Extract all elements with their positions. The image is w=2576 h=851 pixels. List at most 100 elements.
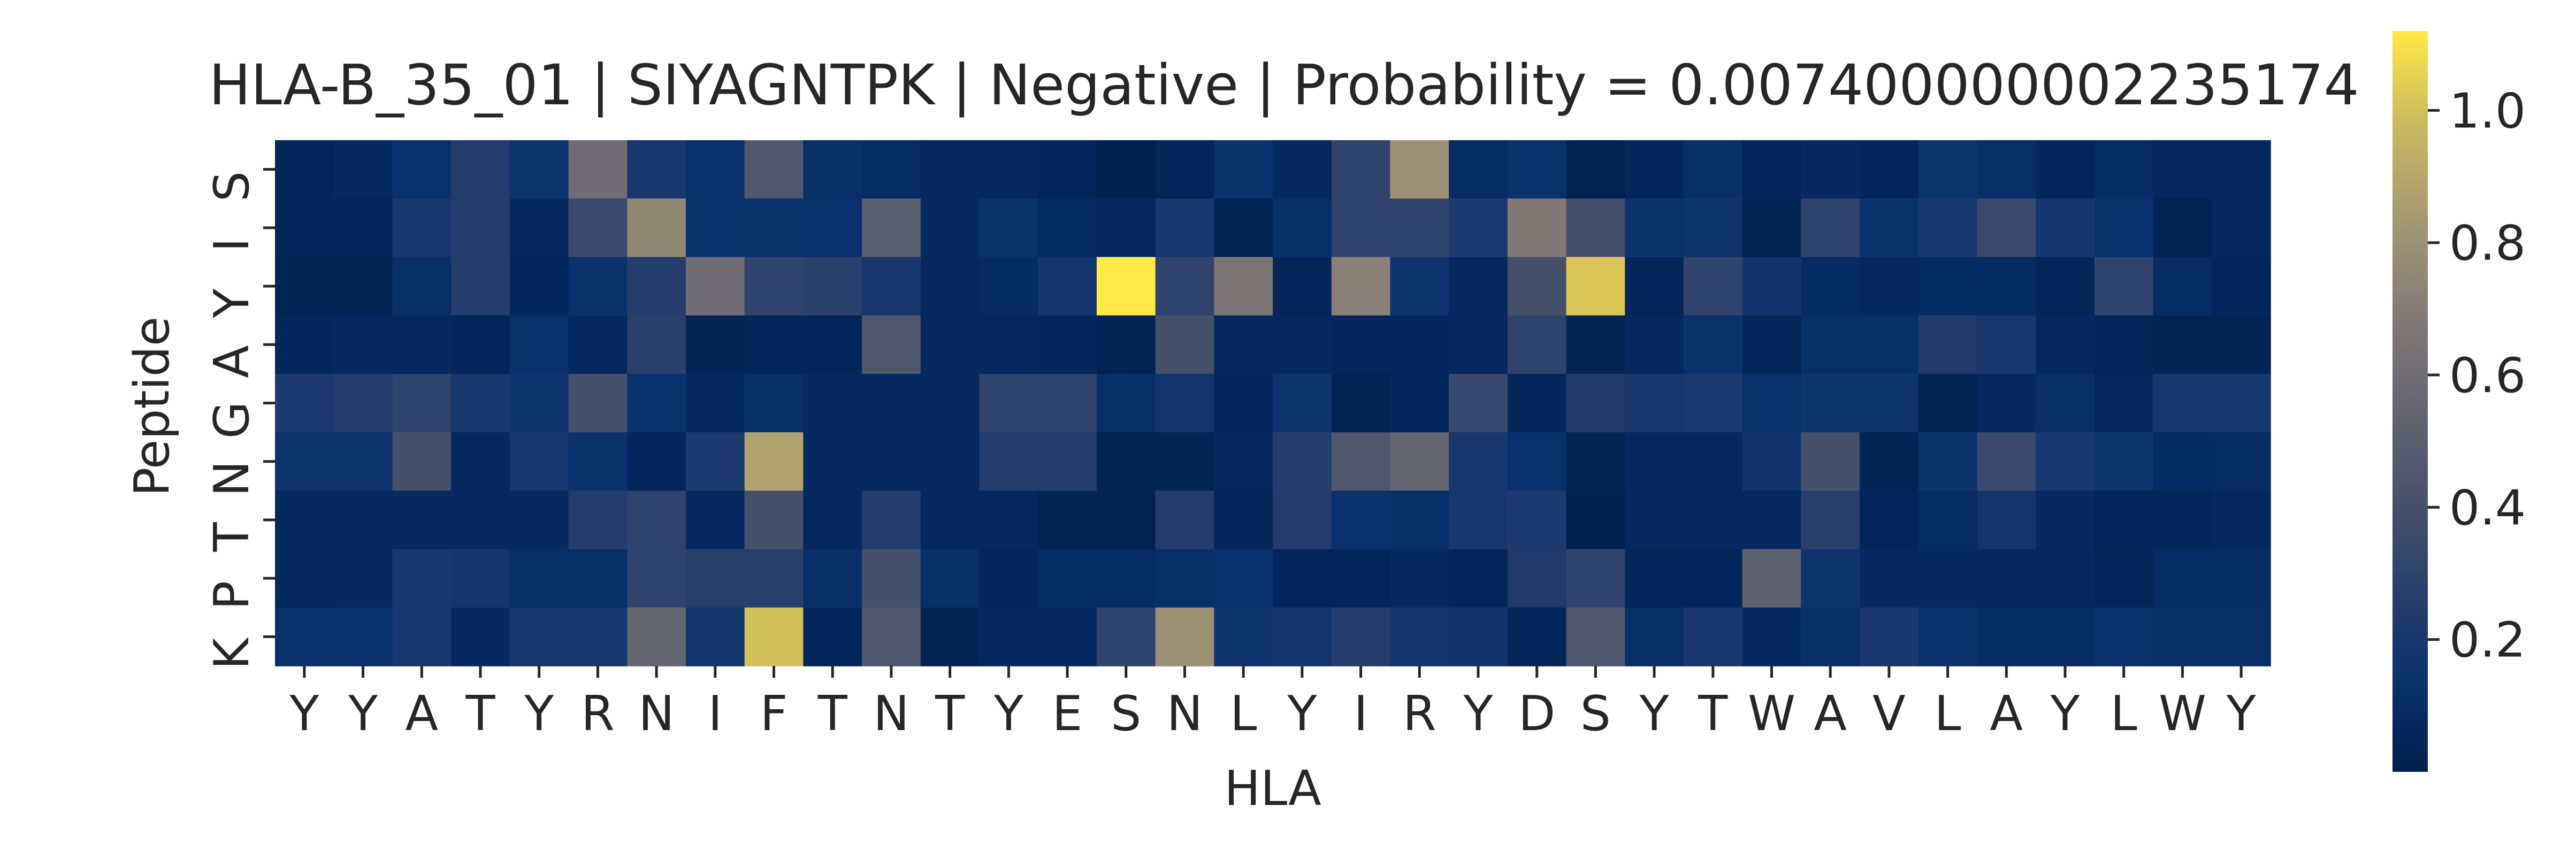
heatmap-cell-r3-c25 — [1742, 315, 1802, 374]
heatmap-cell-r6-c29 — [1977, 490, 2036, 550]
heatmap-cell-r4-c5 — [568, 373, 628, 433]
y-tick-label: Y — [204, 288, 260, 319]
heatmap-cell-r1-c12 — [979, 198, 1038, 258]
heatmap-cell-r0-c28 — [1918, 140, 1978, 200]
heatmap-cell-r7-c23 — [1625, 549, 1684, 608]
heatmap-cell-r1-c24 — [1683, 198, 1743, 258]
heatmap-cell-r3-c11 — [920, 315, 980, 374]
heatmap-cell-r4-c11 — [920, 373, 980, 433]
heatmap-cell-r1-c26 — [1801, 198, 1860, 258]
heatmap-cell-r8-c10 — [862, 607, 921, 666]
heatmap-cell-r0-c14 — [1096, 140, 1156, 200]
heatmap-cell-r0-c6 — [627, 140, 686, 200]
heatmap-cell-r1-c13 — [1038, 198, 1097, 258]
heatmap-cell-r4-c18 — [1331, 373, 1391, 433]
heatmap-cell-r4-c0 — [275, 373, 334, 433]
heatmap-cell-r0-c5 — [568, 140, 628, 200]
heatmap-cell-r0-c15 — [1155, 140, 1215, 200]
heatmap-cell-r5-c31 — [2094, 432, 2154, 492]
heatmap-cell-r6-c5 — [568, 490, 628, 550]
heatmap-cell-r2-c3 — [451, 257, 510, 316]
heatmap-cell-r0-c3 — [451, 140, 510, 200]
heatmap-cell-r4-c31 — [2094, 373, 2154, 433]
x-tick-label: L — [2111, 686, 2137, 742]
heatmap-cell-r1-c30 — [2036, 198, 2095, 258]
heatmap-cell-r8-c29 — [1977, 607, 2036, 666]
heatmap-cell-r0-c18 — [1331, 140, 1391, 200]
heatmap-cell-r3-c18 — [1331, 315, 1391, 374]
heatmap-cell-r4-c13 — [1038, 373, 1097, 433]
x-tick-label: S — [1111, 686, 1141, 742]
y-tick-label: P — [204, 581, 260, 610]
heatmap-cell-r7-c15 — [1155, 549, 1215, 608]
heatmap-cell-r8-c21 — [1507, 607, 1567, 666]
x-axis-label: HLA — [1224, 761, 1321, 817]
heatmap-cell-r3-c27 — [1860, 315, 1919, 374]
heatmap-cell-r6-c20 — [1449, 490, 1508, 550]
heatmap-cell-r5-c27 — [1860, 432, 1919, 492]
heatmap-cell-r6-c21 — [1507, 490, 1567, 550]
heatmap-cell-r3-c10 — [862, 315, 921, 374]
x-tick-label: N — [1167, 686, 1203, 742]
heatmap-cell-r6-c30 — [2036, 490, 2095, 550]
heatmap-cell-r2-c23 — [1625, 257, 1684, 316]
heatmap-cell-r4-c28 — [1918, 373, 1978, 433]
heatmap-cell-r7-c5 — [568, 549, 628, 608]
heatmap-cell-r2-c2 — [392, 257, 452, 316]
heatmap-cell-r1-c10 — [862, 198, 921, 258]
x-tick-label: Y — [1639, 686, 1670, 742]
heatmap-cell-r7-c1 — [333, 549, 393, 608]
heatmap-cell-r8-c13 — [1038, 607, 1097, 666]
heatmap-cell-r5-c12 — [979, 432, 1038, 492]
heatmap-cell-r6-c33 — [2212, 490, 2271, 550]
heatmap-cell-r6-c18 — [1331, 490, 1391, 550]
heatmap-cell-r0-c0 — [275, 140, 334, 200]
heatmap-cell-r2-c5 — [568, 257, 628, 316]
heatmap-cell-r2-c29 — [1977, 257, 2036, 316]
heatmap-cell-r0-c31 — [2094, 140, 2154, 200]
heatmap-cell-r0-c9 — [803, 140, 862, 200]
y-tick-label: A — [204, 345, 260, 378]
x-tick-label: N — [873, 686, 909, 742]
x-tick-label: I — [1354, 686, 1368, 742]
heatmap-cell-r8-c9 — [803, 607, 862, 666]
heatmap-cell-r4-c32 — [2153, 373, 2213, 433]
heatmap-cell-r8-c23 — [1625, 607, 1684, 666]
y-tick-label: I — [204, 238, 260, 252]
heatmap-cell-r5-c20 — [1449, 432, 1508, 492]
heatmap-cell-r0-c1 — [333, 140, 393, 200]
heatmap-cell-r6-c26 — [1801, 490, 1860, 550]
heatmap-cell-r0-c11 — [920, 140, 980, 200]
colorbar-tick-label: 0.4 — [2449, 480, 2526, 536]
heatmap-cell-r2-c16 — [1214, 257, 1273, 316]
heatmap-cell-r8-c30 — [2036, 607, 2095, 666]
heatmap-cell-r8-c24 — [1683, 607, 1743, 666]
heatmap-cell-r8-c8 — [744, 607, 804, 666]
heatmap-cell-r4-c8 — [744, 373, 804, 433]
heatmap-cell-r7-c27 — [1860, 549, 1919, 608]
heatmap-cell-r2-c4 — [509, 257, 569, 316]
x-tick-label: Y — [348, 686, 378, 742]
heatmap-cell-r4-c6 — [627, 373, 686, 433]
heatmap-cell-r0-c12 — [979, 140, 1038, 200]
heatmap-cell-r7-c13 — [1038, 549, 1097, 608]
heatmap-cell-r2-c18 — [1331, 257, 1391, 316]
heatmap-cell-r1-c3 — [451, 198, 510, 258]
heatmap-cell-r8-c28 — [1918, 607, 1978, 666]
heatmap-cell-r6-c1 — [333, 490, 393, 550]
x-tick-label: Y — [289, 686, 319, 742]
heatmap-cell-r3-c9 — [803, 315, 862, 374]
heatmap-cell-r6-c24 — [1683, 490, 1743, 550]
heatmap-cell-r6-c0 — [275, 490, 334, 550]
heatmap-cell-r1-c22 — [1566, 198, 1626, 258]
heatmap-cell-r0-c4 — [509, 140, 569, 200]
heatmap-cell-r3-c14 — [1096, 315, 1156, 374]
heatmap-cell-r4-c27 — [1860, 373, 1919, 433]
heatmap-cell-r5-c24 — [1683, 432, 1743, 492]
heatmap-cell-r1-c16 — [1214, 198, 1273, 258]
colorbar-tick-label: 0.8 — [2449, 216, 2526, 272]
heatmap-cell-r0-c20 — [1449, 140, 1508, 200]
heatmap-cell-r1-c27 — [1860, 198, 1919, 258]
colorbar-tick-label: 1.0 — [2449, 83, 2526, 139]
heatmap-cell-r7-c7 — [685, 549, 745, 608]
